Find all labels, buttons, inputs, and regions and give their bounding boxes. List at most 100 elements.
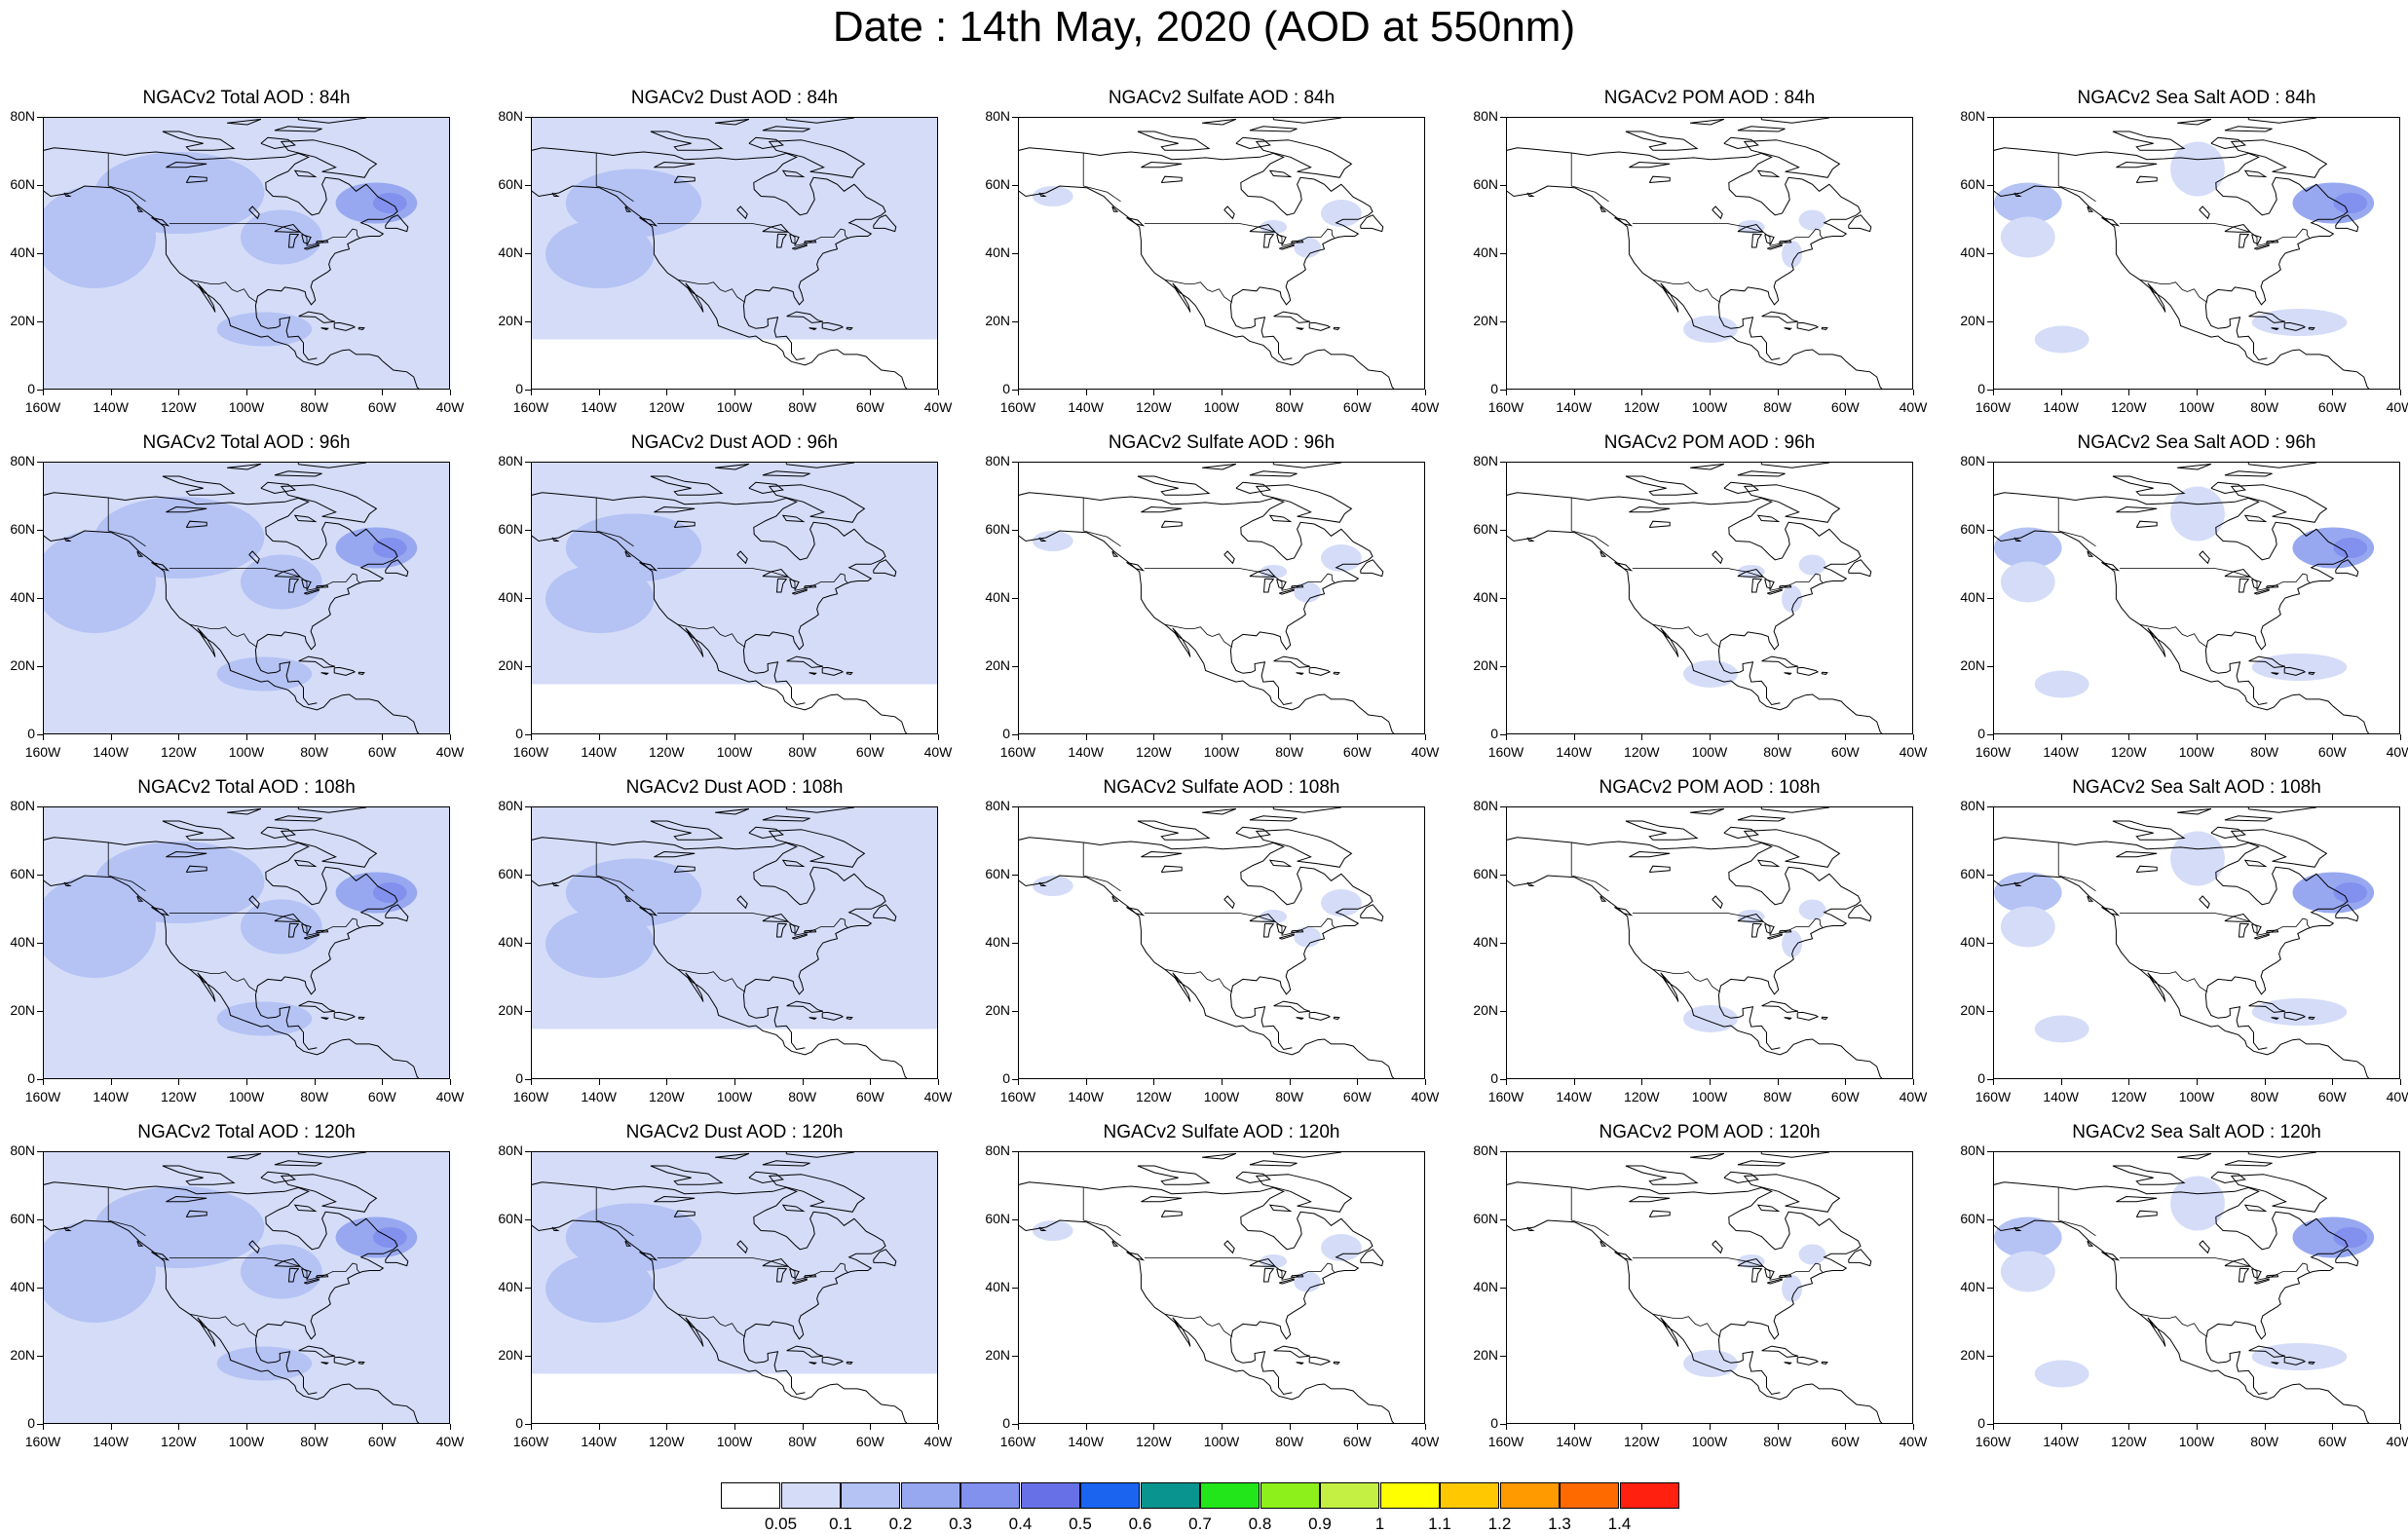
island-outline xyxy=(1614,1252,1634,1261)
lat-tick-label: 20N xyxy=(10,657,35,673)
island-outline xyxy=(1272,1152,1341,1158)
lon-tick-label: 100W xyxy=(716,744,753,760)
coastline xyxy=(1994,492,2349,706)
island-outline xyxy=(1273,1345,1311,1358)
island-outline xyxy=(1235,826,1271,840)
lon-tick-label: 120W xyxy=(2111,399,2147,415)
colorbar-swatch xyxy=(1080,1482,1140,1509)
island-outline xyxy=(768,484,866,523)
lon-tick-mark xyxy=(178,390,180,395)
island-outline xyxy=(1723,1171,1759,1184)
panel-title: NGACv2 POM AOD : 96h xyxy=(1603,432,1816,453)
lat-tick-mark xyxy=(37,530,43,531)
map-panel-dust xyxy=(531,462,938,734)
lon-tick-mark xyxy=(1153,734,1155,740)
coastline xyxy=(2335,559,2359,578)
island-outline xyxy=(846,671,853,675)
island-outline xyxy=(297,463,366,468)
lake-outline xyxy=(762,568,790,578)
lat-tick-label: 0 xyxy=(515,1415,523,1431)
aod-plume xyxy=(2000,216,2055,258)
lat-tick-mark xyxy=(37,875,43,876)
lon-tick-label: 80W xyxy=(1275,1434,1304,1449)
country-border xyxy=(1652,623,1721,648)
island-outline xyxy=(151,217,170,227)
island-outline xyxy=(1625,820,1699,841)
lon-tick-label: 80W xyxy=(2250,399,2279,415)
island-outline xyxy=(624,895,632,902)
island-outline xyxy=(1614,907,1634,917)
coastline xyxy=(532,492,886,706)
lat-tick-mark xyxy=(1987,462,1993,463)
lake-outline xyxy=(736,895,748,910)
lon-tick-label: 80W xyxy=(1275,399,1304,415)
island-outline xyxy=(762,815,810,822)
lat-tick-label: 0 xyxy=(1977,726,1985,741)
island-outline xyxy=(274,815,322,822)
island-outline xyxy=(357,1016,365,1020)
island-outline xyxy=(2177,807,2212,815)
lon-tick-label: 100W xyxy=(1691,1434,1728,1449)
island-outline xyxy=(298,655,336,668)
lon-tick-label: 80W xyxy=(2250,1434,2279,1449)
aod-plume xyxy=(2170,1176,2225,1231)
lat-tick-mark xyxy=(525,666,531,667)
island-outline xyxy=(1272,807,1341,813)
lake-outline xyxy=(775,1267,788,1283)
lon-tick-label: 120W xyxy=(161,744,197,760)
lake-outline xyxy=(654,850,696,858)
lake-outline xyxy=(1629,161,1671,168)
lat-tick-label: 20N xyxy=(10,313,35,328)
lat-tick-mark xyxy=(37,943,43,944)
lat-tick-label: 0 xyxy=(1002,1415,1010,1431)
lake-outline xyxy=(2238,922,2250,938)
country-border xyxy=(107,1187,146,1237)
island-outline xyxy=(785,118,854,124)
lat-tick-label: 60N xyxy=(1473,521,1498,537)
lake-outline xyxy=(736,206,748,220)
lon-tick-mark xyxy=(2128,734,2130,740)
lake-outline xyxy=(2224,913,2252,922)
lon-tick-mark xyxy=(1018,734,1019,740)
lake-outline xyxy=(673,175,696,183)
lake-outline xyxy=(2265,929,2279,933)
island-outline xyxy=(136,1240,144,1247)
lat-tick-label: 40N xyxy=(1960,1279,1985,1294)
lat-tick-mark xyxy=(37,1079,43,1080)
lat-tick-label: 40N xyxy=(10,1279,35,1294)
lon-tick-label: 160W xyxy=(24,1089,61,1104)
coastline xyxy=(44,1181,398,1396)
island-outline xyxy=(162,820,236,841)
lon-tick-mark xyxy=(43,1424,44,1430)
country-border xyxy=(189,1313,258,1337)
lon-tick-mark xyxy=(1425,734,1426,740)
island-outline xyxy=(280,139,378,178)
lon-tick-label: 40W xyxy=(1899,1434,1928,1449)
lon-tick-mark xyxy=(382,1424,384,1430)
lat-tick-mark xyxy=(525,1356,531,1357)
lon-tick-label: 40W xyxy=(1899,744,1928,760)
island-outline xyxy=(785,463,854,468)
lake-outline xyxy=(2224,1257,2252,1267)
panel-title: NGACv2 Sea Salt AOD : 108h xyxy=(2072,777,2321,798)
aod-plume xyxy=(667,284,804,326)
lon-tick-label: 120W xyxy=(2111,1434,2147,1449)
lon-tick-mark xyxy=(1845,734,1847,740)
island-outline xyxy=(1784,327,1792,330)
lat-tick-mark xyxy=(1500,253,1506,254)
lat-tick-label: 20N xyxy=(10,1002,35,1018)
lon-tick-label: 40W xyxy=(1411,744,1440,760)
island-outline xyxy=(2013,192,2022,197)
lon-tick-label: 120W xyxy=(161,399,197,415)
island-outline xyxy=(624,550,632,557)
colorbar-label: 0.1 xyxy=(829,1515,852,1533)
coastline xyxy=(2335,1249,2359,1267)
lat-tick-mark xyxy=(1012,185,1018,186)
aod-plume xyxy=(1260,910,1288,923)
lat-tick-mark xyxy=(37,734,43,735)
island-outline xyxy=(2087,895,2094,902)
island-outline xyxy=(2247,463,2316,468)
lake-outline xyxy=(2254,1278,2270,1285)
island-outline xyxy=(551,537,560,542)
lake-outline xyxy=(301,1268,312,1280)
